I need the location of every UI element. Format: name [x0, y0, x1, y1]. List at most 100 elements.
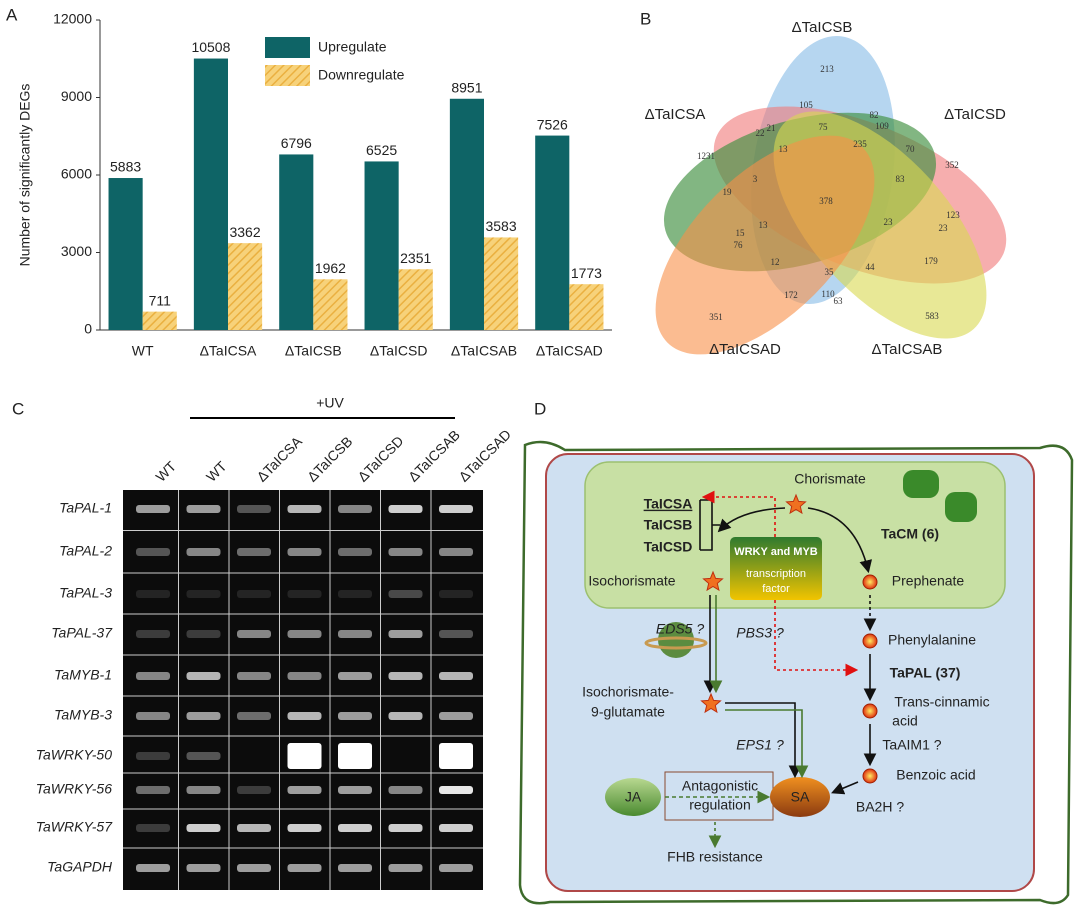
- thylakoid: [903, 470, 977, 522]
- gene: TaICSA: [644, 496, 693, 512]
- lane-label: ΔTaICSD: [354, 433, 406, 485]
- gene: TaICSD: [644, 539, 693, 555]
- gel-band: [388, 712, 423, 720]
- y-axis-label: Number of significantly DEGs: [17, 84, 33, 267]
- y-tick-label: 0: [84, 321, 92, 337]
- tf-label: transcription: [746, 568, 806, 580]
- gel-band: [136, 752, 170, 760]
- gel-band: [388, 824, 423, 832]
- row-label: TaPAL-1: [59, 500, 112, 516]
- metabolite: Phenylalanine: [888, 632, 976, 648]
- gene: TaICSB: [644, 517, 693, 533]
- row-label: TaPAL-2: [59, 543, 112, 559]
- gel-band: [439, 505, 473, 513]
- legend-swatch: [265, 37, 310, 58]
- x-tick-label: ΔTaICSAB: [451, 343, 517, 359]
- tf-box: [730, 537, 822, 600]
- venn-count: 75: [819, 122, 829, 132]
- arrow: [831, 781, 859, 795]
- bar-chart: Number of significantly DEGs 0 3000 6000 90…: [17, 11, 612, 359]
- legend-label: Downregulate: [318, 67, 405, 83]
- y-tick-label: 3000: [61, 243, 92, 259]
- data-label: 3583: [485, 218, 516, 234]
- bar: [535, 135, 570, 330]
- gel-band: [136, 590, 170, 598]
- outcome: FHB resistance: [667, 849, 763, 865]
- gel-band: [287, 505, 322, 513]
- data-label: 5883: [110, 159, 141, 175]
- arrow: [807, 507, 873, 574]
- regulation-label: regulation: [689, 797, 751, 813]
- gel-band: [338, 786, 372, 794]
- gel-band: [439, 630, 473, 638]
- data-label: 8951: [451, 79, 482, 95]
- gel-band: [287, 630, 322, 638]
- venn-count: 172: [784, 290, 798, 300]
- venn-count: 179: [924, 256, 938, 266]
- metabolite: Isochorismate: [588, 573, 675, 589]
- venn-count: 76: [734, 240, 744, 250]
- gene: TaAIM1 ?: [882, 737, 941, 753]
- gel-band: [338, 590, 372, 598]
- gel-band: [388, 548, 423, 556]
- gel-band: [237, 864, 271, 872]
- metabolite: Trans-cinnamic: [894, 694, 989, 710]
- lane-label: ΔTaICSAB: [405, 427, 463, 485]
- gel-band: [439, 590, 473, 598]
- metabolite-dot: [862, 768, 878, 784]
- gel-band: [186, 630, 221, 638]
- row-label: TaPAL-3: [59, 585, 112, 601]
- venn-set-label: ΔTaICSD: [944, 106, 1006, 123]
- star-icon: [702, 570, 724, 592]
- lane-label: WT: [203, 458, 230, 485]
- arrow: [717, 507, 786, 533]
- arrow: [725, 702, 802, 779]
- gel-band: [186, 752, 221, 760]
- gel-band: [136, 864, 170, 872]
- venn-count: 22: [756, 128, 765, 138]
- gel-band: [287, 712, 322, 720]
- venn-count: 3: [753, 174, 758, 184]
- venn-count: 21: [767, 123, 776, 133]
- venn-count: 109: [875, 121, 889, 131]
- sa-icon: [770, 777, 830, 817]
- data-label: 2351: [400, 250, 431, 266]
- data-label: 7526: [537, 116, 568, 132]
- metabolite-dot: [862, 703, 878, 719]
- gel-band: [439, 548, 473, 556]
- arrow: [725, 709, 809, 779]
- bar: [193, 58, 228, 330]
- bar: [484, 237, 519, 330]
- row-label: TaMYB-1: [54, 667, 112, 683]
- gel-band: [136, 505, 170, 513]
- gel-band: [388, 786, 423, 794]
- metabolite: Prephenate: [892, 573, 965, 589]
- gel-band: [388, 630, 423, 638]
- gel-band: [186, 864, 221, 872]
- x-tick-label: ΔTaICSB: [285, 343, 342, 359]
- y-tick-label: 9000: [61, 88, 92, 104]
- gel-band: [136, 824, 170, 832]
- gel-band: [439, 743, 473, 769]
- venn-count: 235: [853, 139, 867, 149]
- venn-count: 23: [939, 223, 949, 233]
- venn-count: 351: [709, 312, 723, 322]
- tf-label: factor: [762, 583, 790, 595]
- hormone: JA: [625, 789, 642, 805]
- gel-band: [186, 786, 221, 794]
- venn-count: 83: [896, 174, 906, 184]
- gel-band: [439, 712, 473, 720]
- venn-count: 1231: [697, 151, 715, 161]
- bar: [398, 269, 433, 330]
- gel-band: [237, 824, 271, 832]
- metabolite-dot: [862, 574, 878, 590]
- metabolite: Chorismate: [794, 471, 866, 487]
- bar: [228, 243, 263, 330]
- tf-label: WRKY and MYB: [734, 546, 818, 558]
- venn-count: 35: [825, 267, 835, 277]
- x-tick-label: ΔTaICSA: [200, 343, 257, 359]
- star-icon: [700, 692, 722, 714]
- gel-band: [287, 743, 322, 769]
- row-label: TaMYB-3: [54, 707, 112, 723]
